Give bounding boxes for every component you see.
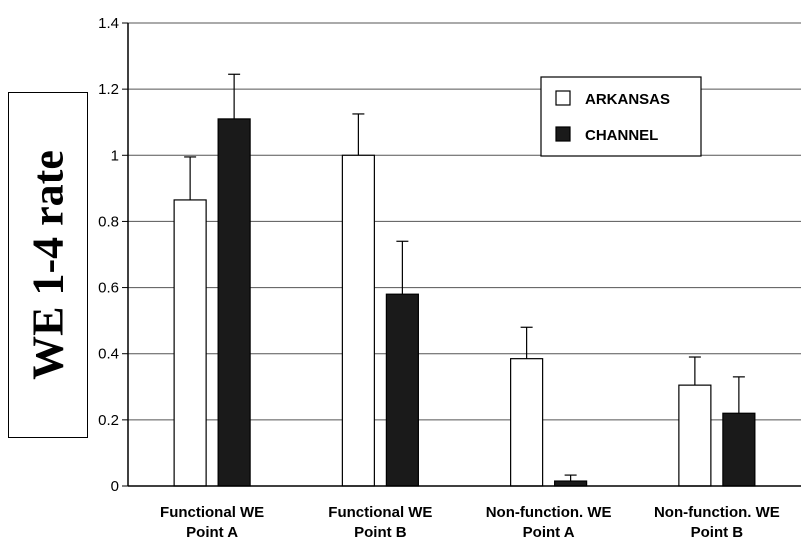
bar-arkansas bbox=[341, 154, 375, 487]
bar-channel bbox=[217, 118, 251, 487]
y-tick-label: 0 bbox=[111, 478, 119, 495]
x-tick-label: Point A bbox=[186, 524, 238, 540]
bars bbox=[173, 118, 756, 487]
y-tick-label: 1 bbox=[111, 147, 119, 164]
y-tick-label: 0.2 bbox=[98, 412, 119, 429]
legend: ARKANSAS CHANNEL bbox=[540, 76, 702, 157]
legend-swatch-arkansas bbox=[555, 90, 571, 106]
bar-arkansas bbox=[173, 199, 207, 487]
x-tick-labels: Functional WE Point A Functional WE Point B… bbox=[160, 504, 780, 540]
legend-label-channel: CHANNEL bbox=[585, 127, 658, 144]
y-tick-label: 1.2 bbox=[98, 81, 119, 98]
x-tick-label: Functional WE bbox=[160, 504, 264, 521]
x-tick-label: Non-function. WE bbox=[486, 504, 612, 521]
bar-arkansas bbox=[510, 358, 544, 487]
x-tick-label: Point B bbox=[691, 524, 744, 540]
x-tick-label: Point B bbox=[354, 524, 407, 540]
legend-label-arkansas: ARKANSAS bbox=[585, 91, 670, 108]
y-tick-label: 0.6 bbox=[98, 280, 119, 297]
axes bbox=[122, 22, 801, 487]
legend-swatch-channel bbox=[555, 126, 571, 142]
y-axis-label-box: WE 1-4 rate bbox=[8, 92, 88, 438]
y-tick-label: 1.4 bbox=[98, 15, 119, 32]
bar-channel bbox=[385, 293, 419, 487]
x-tick-label: Non-function. WE bbox=[654, 504, 780, 521]
x-tick-label: Functional WE bbox=[328, 504, 432, 521]
x-tick-label: Point A bbox=[523, 524, 575, 540]
y-axis-label: WE 1-4 rate bbox=[23, 150, 73, 380]
y-tick-labels: 0 0.2 0.4 0.6 0.8 1 1.2 1.4 bbox=[98, 15, 119, 495]
bar-channel bbox=[722, 412, 756, 487]
bar-arkansas bbox=[678, 384, 712, 487]
y-tick-label: 0.8 bbox=[98, 213, 119, 230]
legend-box bbox=[540, 76, 702, 157]
y-tick-label: 0.4 bbox=[98, 346, 119, 363]
error-bars bbox=[184, 73, 745, 482]
